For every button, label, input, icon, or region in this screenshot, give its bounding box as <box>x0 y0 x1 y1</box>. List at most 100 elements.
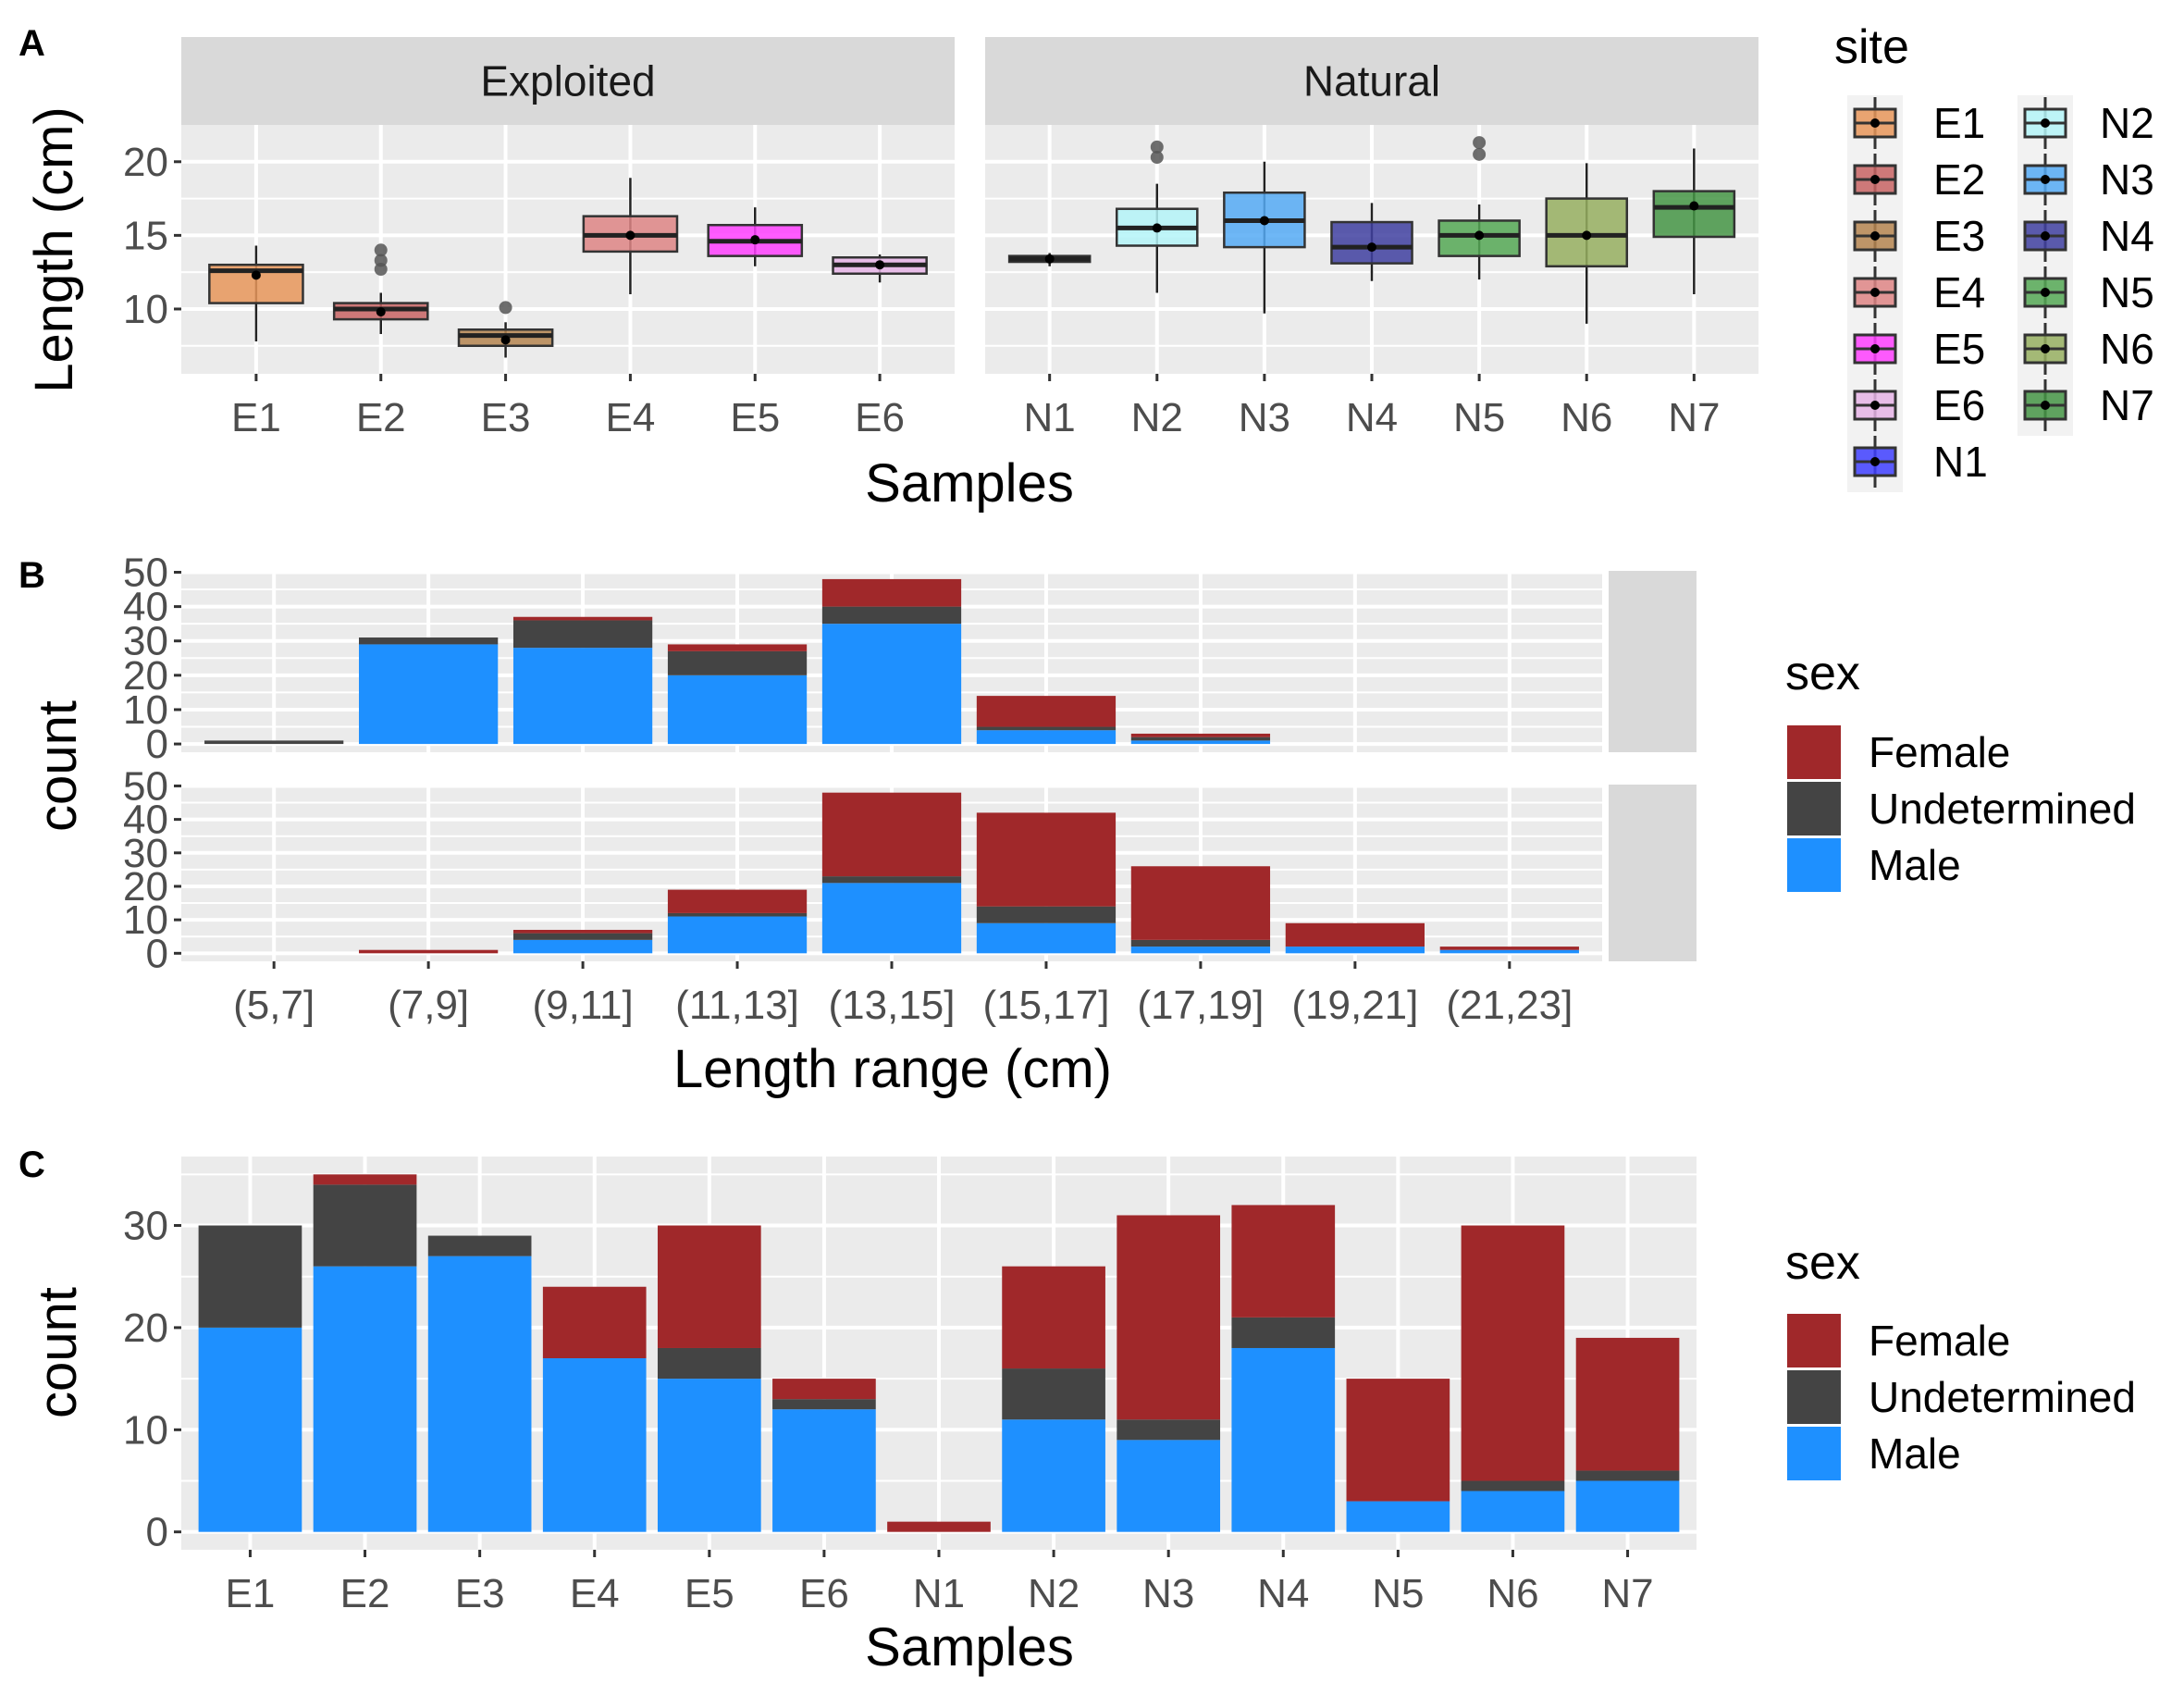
box-N4 <box>1330 220 1413 265</box>
panel-b-x-tick-label: (19,21] <box>1291 983 1418 1028</box>
panel-c-x-tick-label: E1 <box>226 1571 276 1616</box>
panel-b-natural-y-tick-label: 10 <box>123 897 168 943</box>
panel-b-legend-key-female <box>1787 725 1841 779</box>
panel-c-x-tick-label: E5 <box>685 1571 734 1616</box>
panel-b-natural-bar-male <box>1130 947 1271 954</box>
mean-point-N3 <box>1259 216 1269 226</box>
x-tick-label-E2: E2 <box>356 395 406 440</box>
panel-c-bar-male <box>542 1358 647 1532</box>
panel-c-bar-undetermined <box>427 1235 532 1256</box>
panel-c-x-tick-label: N1 <box>913 1571 965 1616</box>
x-tick-label-N3: N3 <box>1239 395 1290 440</box>
panel-label-c: C <box>19 1145 45 1185</box>
panel-c-bar-male <box>772 1409 876 1532</box>
x-tick-label-N6: N6 <box>1561 395 1612 440</box>
panel-b-exploited-y-tick-label: 30 <box>123 619 168 664</box>
panel-b-natural-y-tick-label: 40 <box>123 798 168 843</box>
panel-c-bar-male <box>1117 1440 1221 1532</box>
x-tick-label-N4: N4 <box>1346 395 1398 440</box>
panel-c-legend-label-undetermined: Undetermined <box>1869 1373 2136 1421</box>
legend-mean-N7 <box>2041 401 2050 410</box>
outlier-N5 <box>1473 136 1487 150</box>
panel-c-x-tick-label: N4 <box>1257 1571 1309 1616</box>
panel-c-x-tick-label: E6 <box>799 1571 849 1616</box>
site-legend-title: site <box>1834 20 1909 74</box>
panel-b-exploited-y-tick-label: 50 <box>123 550 168 595</box>
panel-c-bar-female <box>1461 1225 1565 1481</box>
panel-a-exploited-y-tick-label: 10 <box>123 287 168 332</box>
panel-c-legend-label-female: Female <box>1869 1317 2010 1365</box>
panel-c-y-tick-label: 20 <box>123 1306 168 1351</box>
x-tick-label-E4: E4 <box>606 395 656 440</box>
outlier-E2 <box>374 254 388 267</box>
mean-point-E4 <box>625 230 635 241</box>
panel-b-exploited-bar-male <box>976 730 1117 745</box>
panel-b-natural-bar-female <box>976 812 1117 907</box>
panel-b-exploited-bar-female <box>512 616 653 621</box>
mean-point-N5 <box>1475 230 1485 241</box>
panel-c-bar-female <box>542 1286 647 1359</box>
outlier-N2 <box>1150 140 1164 154</box>
legend-label-N1: N1 <box>1933 438 1988 486</box>
panel-b-natural-bar-undetermined <box>821 876 962 884</box>
panel-b-natural-y-tick-label: 0 <box>146 931 168 976</box>
panel-a-exploited-strip-label: Exploited <box>480 57 655 105</box>
mean-point-N7 <box>1689 201 1699 211</box>
outlier-E2 <box>374 243 388 257</box>
panel-label-b: B <box>19 555 45 596</box>
panel-b-x-tick-label: (13,15] <box>829 983 956 1028</box>
panel-c-bar-female <box>313 1174 417 1185</box>
panel-b-natural-bar-female <box>821 792 962 877</box>
panel-b-exploited-bar-female <box>821 578 962 607</box>
legend-mean-N6 <box>2041 344 2050 353</box>
x-tick-label-E3: E3 <box>481 395 531 440</box>
panel-c-bar-female <box>1346 1379 1450 1502</box>
panel-c-bar-undetermined <box>1231 1317 1336 1348</box>
legend-mean-E4 <box>1870 288 1880 297</box>
panel-c-bar-female <box>1575 1337 1680 1471</box>
panel-c-bar-undetermined <box>1461 1480 1565 1491</box>
panel-b-exploited-bar-undetermined <box>512 620 653 649</box>
panel-b-exploited-bar-undetermined <box>976 726 1117 731</box>
legend-mean-E5 <box>1870 344 1880 353</box>
panel-c-legend-key-male <box>1787 1427 1841 1480</box>
legend-label-E6: E6 <box>1933 381 1985 429</box>
panel-a-exploited-y-tick-label: 15 <box>123 213 168 258</box>
mean-point-E3 <box>500 335 511 345</box>
panel-b-natural-strip <box>1609 785 1697 961</box>
panel-b-exploited-bar-female <box>976 696 1117 727</box>
panel-c-x-tick-label: E4 <box>570 1571 620 1616</box>
legend-label-E4: E4 <box>1933 268 1985 316</box>
outlier-N2 <box>1150 151 1164 165</box>
panel-c-bar-undetermined <box>1117 1419 1221 1441</box>
panel-b-exploited-y-tick-label: 0 <box>146 722 168 767</box>
x-tick-label-N1: N1 <box>1024 395 1076 440</box>
panel-c-x-tick-label: E2 <box>340 1571 390 1616</box>
panel-b-x-tick-label: (7,9] <box>388 983 469 1028</box>
panel-c-bar-male <box>1461 1491 1565 1532</box>
panel-b-natural-bar-female <box>1439 947 1579 950</box>
panel-b-exploited-y-tick-label: 40 <box>123 585 168 630</box>
panel-b-x-tick-label: (9,11] <box>532 983 633 1028</box>
sex-legend-title-b: sex <box>1785 647 1860 700</box>
panel-c-y-tick-label: 30 <box>123 1204 168 1249</box>
legend-label-N2: N2 <box>2100 99 2154 147</box>
panel-b-legend-label-undetermined: Undetermined <box>1869 785 2136 833</box>
x-tick-label-E5: E5 <box>730 395 780 440</box>
panel-b-exploited-bar-male <box>1130 740 1271 745</box>
legend-mean-N4 <box>2041 231 2050 241</box>
panel-b-natural-bar-undetermined <box>512 933 653 940</box>
panel-b-natural-y-tick-label: 50 <box>123 763 168 809</box>
outlier-N5 <box>1473 147 1487 161</box>
panel-c-bar-female <box>657 1225 761 1348</box>
panel-b-natural-y-tick-label: 20 <box>123 864 168 910</box>
panel-c-x-tick-label: N5 <box>1372 1571 1424 1616</box>
panel-b-exploited-bar-male <box>667 674 808 745</box>
panel-b-exploited-strip <box>1609 571 1697 752</box>
legend-mean-N5 <box>2041 288 2050 297</box>
legend-label-N3: N3 <box>2100 155 2154 204</box>
panel-b-exploited-bar-undetermined <box>1130 736 1271 741</box>
legend-label-E1: E1 <box>1933 99 1985 147</box>
panel-c-legend-key-female <box>1787 1314 1841 1367</box>
panel-b-exploited-y-tick-label: 10 <box>123 687 168 733</box>
